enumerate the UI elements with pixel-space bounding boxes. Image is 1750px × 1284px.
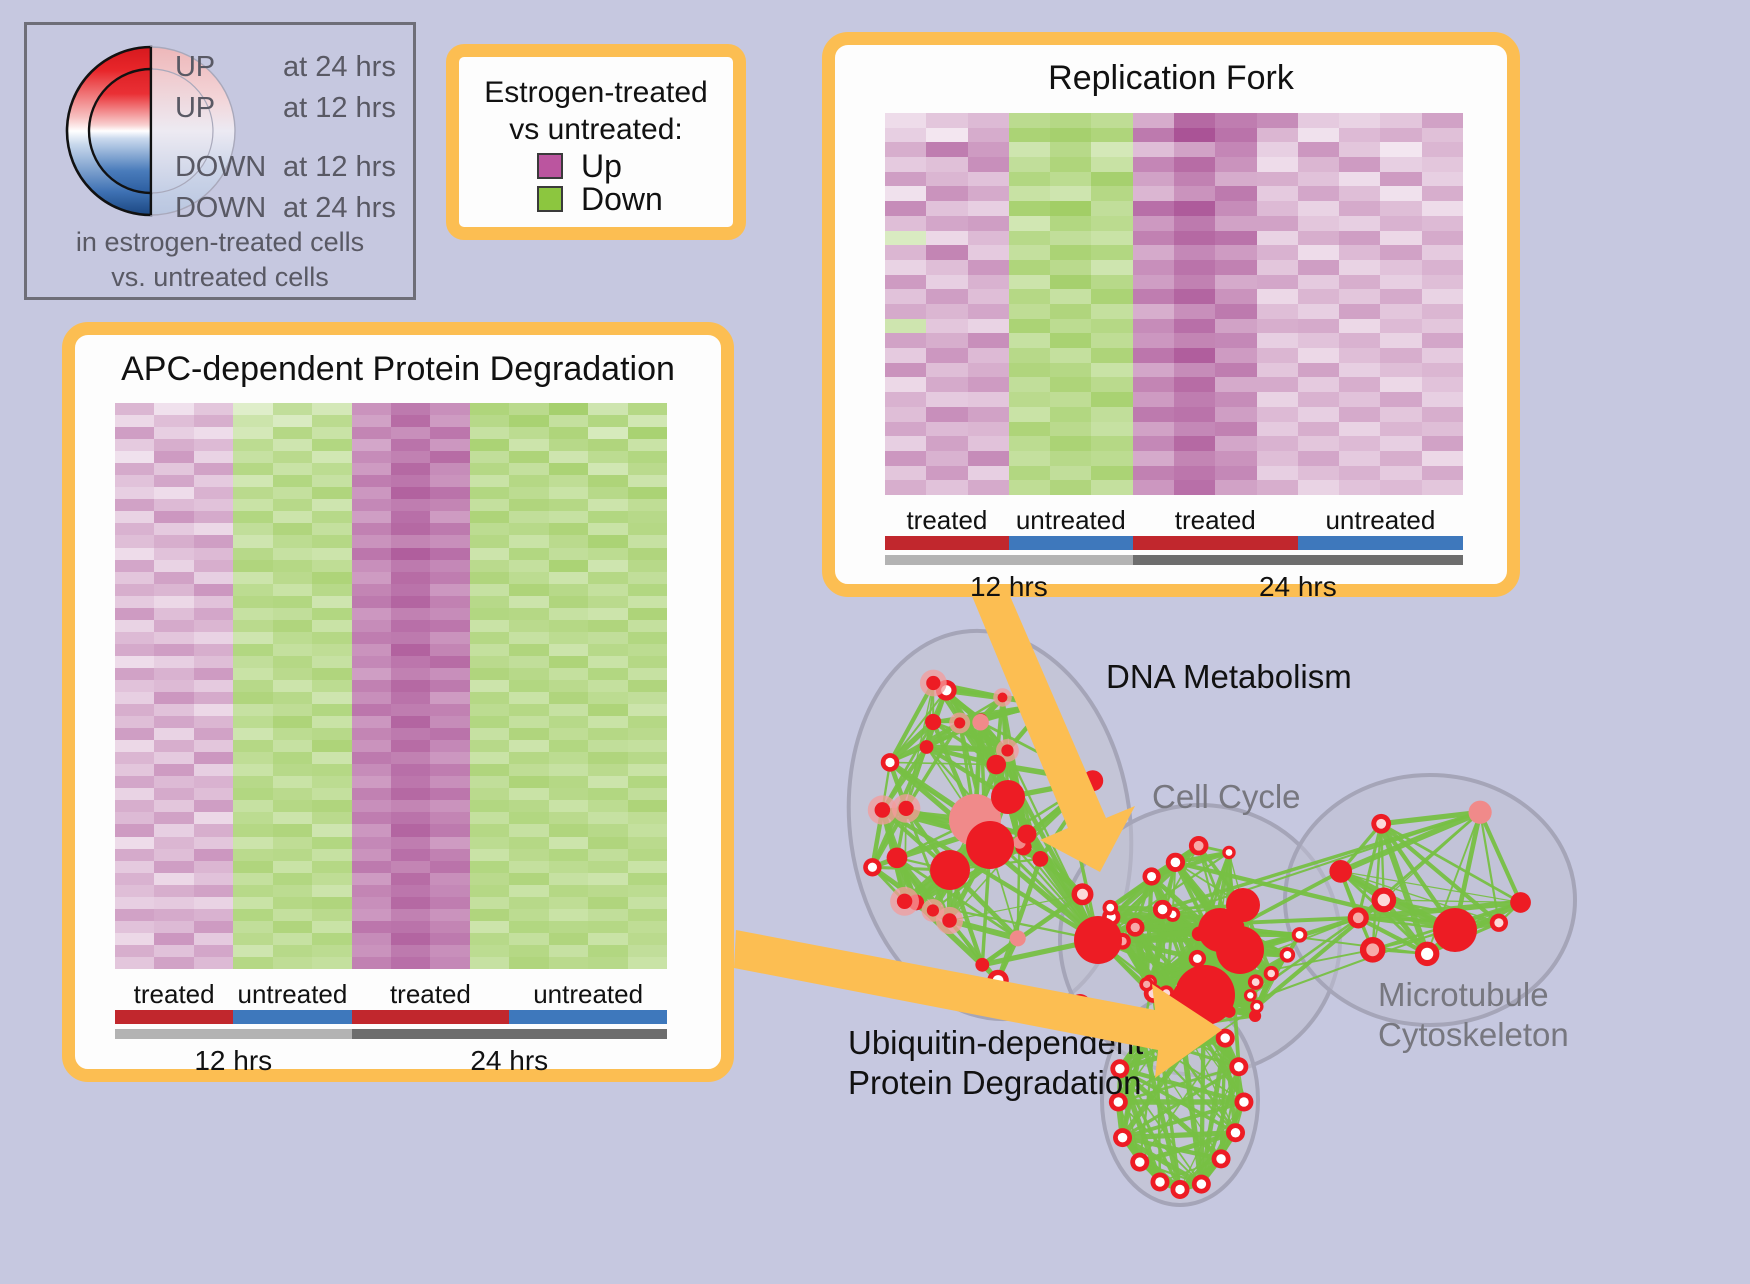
arrow-apc-to-ubiquitin-cluster: [734, 930, 1222, 1078]
arrow-replication-fork-to-dna-metabolism: [972, 596, 1135, 872]
